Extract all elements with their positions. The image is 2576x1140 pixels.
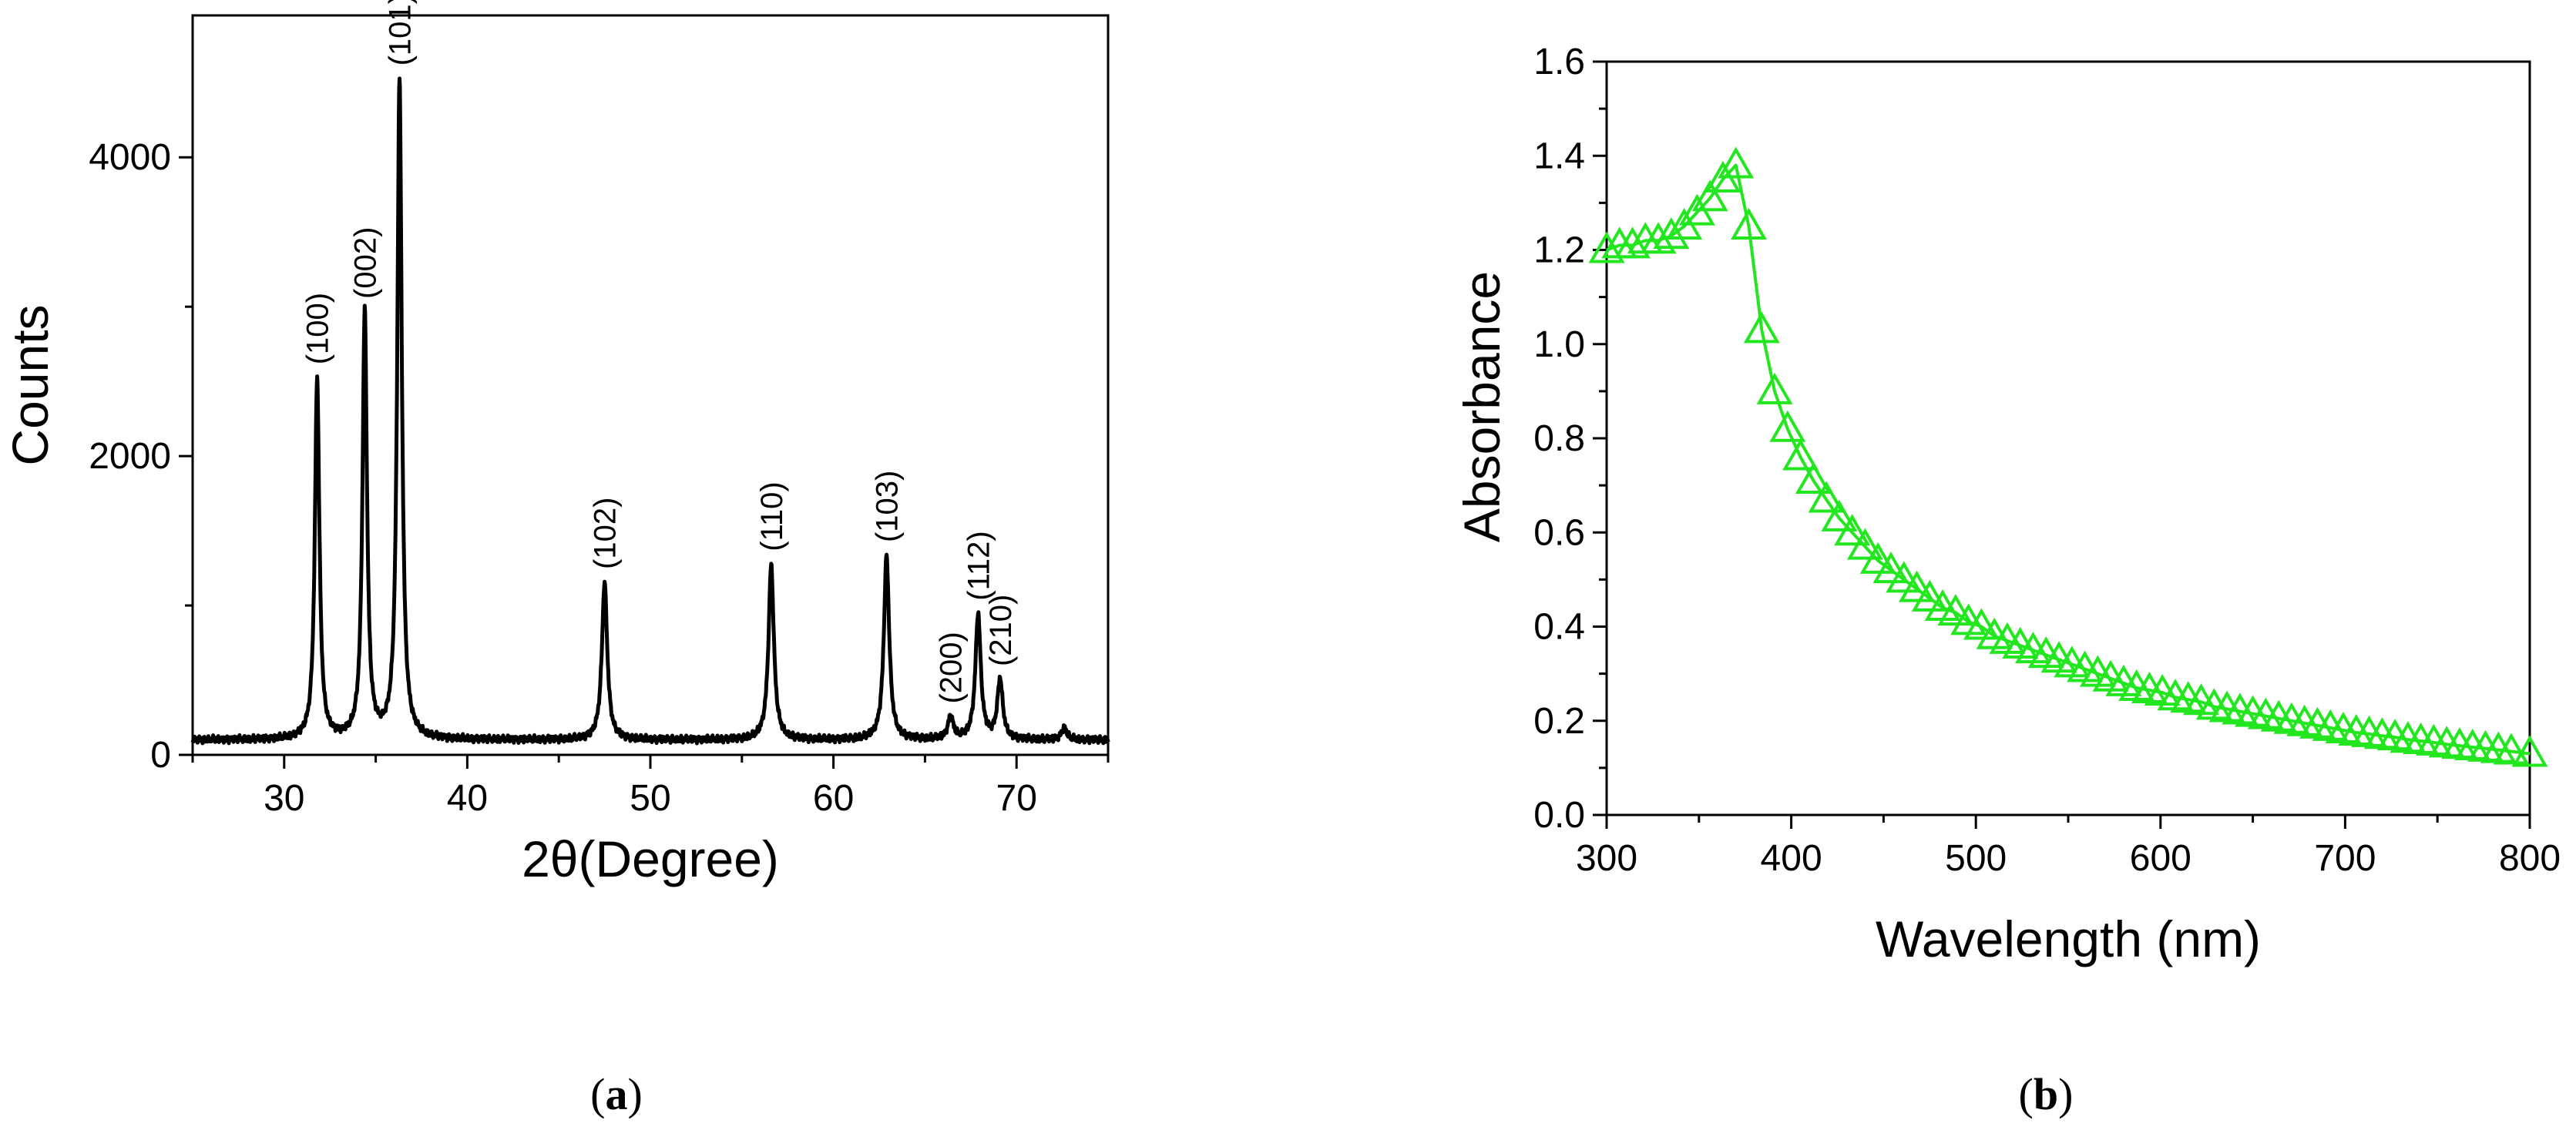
data-point-marker: [1937, 594, 1974, 626]
x-tick-label: 400: [1761, 838, 1822, 879]
panel-b-caption-close: ): [2058, 1069, 2073, 1119]
panel-b-caption-letter: b: [2034, 1069, 2058, 1119]
x-tick-label: 50: [630, 778, 670, 819]
data-point-marker: [1911, 579, 1948, 612]
panel-a-caption-open: (: [590, 1069, 605, 1119]
y-tick-label: 0.2: [1533, 701, 1585, 742]
data-point-marker: [1963, 608, 2000, 640]
data-point-marker: [1859, 542, 1896, 574]
y-tick-label: 0.6: [1533, 512, 1585, 553]
panel-b-absorbance-chart: 300 400 500 600 700 800 0.0 0.2 0.4 0.6 0.8 1.0 1.2 1…: [1453, 42, 2561, 1119]
y-tick-label: 0.4: [1533, 607, 1585, 648]
panel-b-caption: (b): [2019, 1069, 2074, 1119]
y-tick-label: 1.4: [1533, 136, 1585, 176]
data-point-marker: [2493, 733, 2530, 765]
panel-a-x-axis-title: 2θ(Degree): [522, 830, 779, 887]
panel-b-absorbance-line: [1606, 163, 2531, 756]
x-tick-label: 70: [996, 778, 1037, 819]
data-point-marker: [1821, 499, 1858, 531]
panel-a-caption-letter: a: [606, 1069, 628, 1119]
x-tick-label: 40: [447, 778, 488, 819]
panel-b-caption-open: (: [2019, 1069, 2034, 1119]
panel-a-peak-labels: (100) (002) (101) (102) (110) (103) (200) (112)…: [301, 0, 1018, 704]
x-tick-label: 300: [1576, 838, 1637, 879]
data-point-marker: [1731, 207, 1767, 240]
data-point-marker: [1691, 179, 1728, 212]
data-point-marker: [1808, 481, 1845, 513]
data-point-marker: [1899, 570, 1935, 602]
data-point-marker: [1886, 561, 1923, 593]
x-tick-label: 30: [264, 778, 304, 819]
panel-b-markers: [1588, 146, 2548, 767]
data-point-marker: [1614, 226, 1651, 259]
panel-a-xrd-chart: 30 40 50 60 70 0 2000 4000 (100) (002) (101) (102)…: [2, 0, 1110, 1119]
data-point-marker: [1743, 311, 1780, 344]
data-point-marker: [1872, 552, 1909, 584]
data-point-marker: [1588, 231, 1625, 263]
x-tick-label: 800: [2499, 838, 2561, 879]
panel-a-caption: (a): [590, 1069, 643, 1119]
y-tick-label: 2000: [89, 436, 171, 477]
x-tick-label: 60: [813, 778, 854, 819]
panel-b-y-axis-title: Absorbance: [1453, 271, 1510, 542]
data-point-marker: [1795, 461, 1832, 495]
y-tick-label: 1.0: [1533, 324, 1585, 365]
x-tick-label: 700: [2314, 838, 2376, 879]
panel-b-ticks: 300 400 500 600 700 800 0.0 0.2 0.4 0.6 0.8 1.0 1.2 1…: [1533, 42, 2561, 879]
panel-b-plot-frame: [1605, 60, 2531, 816]
panel-a-ticks: 30 40 50 60 70 0 2000 4000: [89, 137, 1110, 819]
panel-a-y-axis-title: Counts: [2, 304, 59, 465]
data-point-marker: [1640, 222, 1677, 254]
peak-label: (110): [755, 481, 789, 551]
data-point-marker: [1769, 410, 1806, 442]
peak-label: (101): [383, 0, 417, 65]
y-tick-label: 0.0: [1533, 795, 1585, 836]
data-point-marker: [1756, 372, 1793, 404]
peak-label: (103): [871, 471, 905, 542]
data-point-marker: [1846, 528, 1883, 560]
peak-label: (100): [301, 293, 335, 364]
panel-a-caption-close: ): [628, 1069, 643, 1119]
x-tick-label: 600: [2130, 838, 2191, 879]
panel-a-plot-frame: [191, 14, 1110, 756]
y-tick-label: 0: [150, 735, 171, 776]
data-point-marker: [1653, 217, 1690, 250]
data-point-marker: [1718, 146, 1755, 179]
panel-a-xrd-pattern-line: [190, 76, 1110, 746]
y-tick-label: 4000: [89, 137, 171, 178]
peak-label: (210): [984, 595, 1018, 666]
peak-label: (112): [962, 531, 996, 600]
y-tick-label: 1.2: [1533, 230, 1585, 271]
data-point-marker: [1834, 514, 1871, 546]
peak-label: (002): [348, 227, 382, 299]
y-tick-label: 1.6: [1533, 42, 1585, 82]
x-tick-label: 500: [1945, 838, 2007, 879]
panel-b-x-axis-title: Wavelength (nm): [1876, 910, 2261, 967]
peak-label: (200): [935, 632, 969, 703]
data-point-marker: [2511, 735, 2548, 767]
data-point-marker: [1782, 438, 1819, 471]
y-tick-label: 0.8: [1533, 418, 1585, 459]
peak-label: (102): [589, 498, 623, 569]
